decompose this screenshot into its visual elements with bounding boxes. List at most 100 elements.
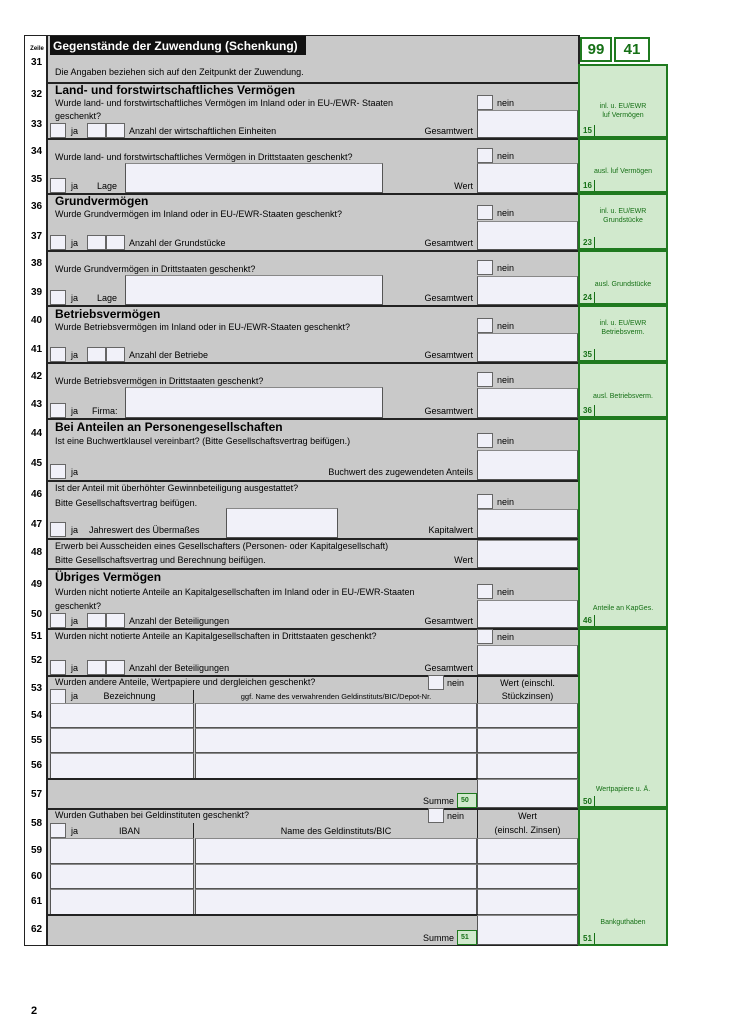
side-label: ausl. Grundstücke: [594, 281, 652, 288]
nein-checkbox[interactable]: [477, 95, 493, 110]
ja-checkbox[interactable]: [50, 235, 66, 250]
gesamtwert-input[interactable]: [477, 645, 578, 675]
ja-label: ja: [71, 663, 79, 673]
count-digit-field[interactable]: [87, 613, 106, 628]
nein-checkbox[interactable]: [477, 318, 493, 333]
gesamtwert-label: Gesamtwert: [424, 238, 473, 248]
gesamtwert-input[interactable]: [477, 221, 578, 250]
summe-label: Summe: [422, 796, 454, 806]
nein-checkbox[interactable]: [477, 433, 493, 448]
divider: [477, 808, 478, 838]
question: Wurden nicht notierte Anteile an Kapital…: [55, 631, 377, 641]
gesamtwert-input[interactable]: [477, 110, 578, 138]
wert-input[interactable]: [477, 753, 578, 779]
line-number: 38: [30, 258, 43, 269]
count-digit-field[interactable]: [106, 235, 125, 250]
line-number: 45: [30, 458, 43, 469]
wert-input[interactable]: [477, 889, 578, 915]
line-number: 40: [30, 315, 43, 326]
jahreswert-label: Jahreswert des Übermaßes: [89, 525, 200, 535]
bezeichnung-input[interactable]: [50, 753, 194, 779]
count-digit-field[interactable]: [87, 123, 106, 138]
nein-checkbox[interactable]: [477, 584, 493, 599]
nein-checkbox[interactable]: [477, 494, 493, 509]
count-digit-field[interactable]: [106, 347, 125, 362]
kapitalwert-input[interactable]: [477, 509, 578, 538]
line-number-column: [25, 36, 48, 945]
line-number: 58: [30, 818, 43, 829]
gesamtwert-label: Gesamtwert: [424, 350, 473, 360]
side-code: 35: [583, 349, 595, 360]
wert-input[interactable]: [477, 703, 578, 728]
iban-input[interactable]: [50, 838, 194, 864]
ja-checkbox[interactable]: [50, 178, 66, 193]
ja-checkbox[interactable]: [50, 403, 66, 418]
count-digit-field[interactable]: [87, 347, 106, 362]
wert-header: Wert: [518, 811, 537, 821]
nein-checkbox[interactable]: [477, 260, 493, 275]
firma-input[interactable]: [125, 387, 383, 418]
bezeichnung-input[interactable]: [50, 703, 194, 728]
wert-input[interactable]: [477, 838, 578, 864]
ja-checkbox[interactable]: [50, 464, 66, 479]
geldinstitut-input[interactable]: [195, 889, 477, 915]
gesamtwert-label: Gesamtwert: [424, 126, 473, 136]
nein-checkbox[interactable]: [428, 808, 444, 823]
ja-label: ja: [71, 350, 79, 360]
question: geschenkt?: [55, 111, 102, 121]
geldinstitut-input[interactable]: [195, 703, 477, 728]
ja-checkbox[interactable]: [50, 660, 66, 675]
count-digit-field[interactable]: [87, 235, 106, 250]
nein-checkbox[interactable]: [428, 675, 444, 690]
line-number: 61: [30, 896, 43, 907]
wert-input[interactable]: [477, 728, 578, 753]
nein-checkbox[interactable]: [477, 629, 493, 644]
geldinstitut-input[interactable]: [195, 838, 477, 864]
ja-checkbox[interactable]: [50, 823, 66, 838]
count-digit-field[interactable]: [87, 660, 106, 675]
wert-input[interactable]: [477, 163, 578, 193]
side-code: 16: [583, 180, 595, 191]
summe-input[interactable]: [477, 915, 578, 945]
geldinstitut-input[interactable]: [195, 753, 477, 779]
side-box-bankguthaben: Bankguthaben 51: [578, 808, 668, 946]
count-digit-field[interactable]: [106, 660, 125, 675]
gesamtwert-input[interactable]: [477, 276, 578, 305]
ja-checkbox[interactable]: [50, 290, 66, 305]
ja-label: ja: [71, 616, 79, 626]
line-number: 62: [30, 924, 43, 935]
ja-checkbox[interactable]: [50, 347, 66, 362]
note: Die Angaben beziehen sich auf den Zeitpu…: [55, 67, 304, 77]
iban-input[interactable]: [50, 889, 194, 915]
bezeichnung-input[interactable]: [50, 728, 194, 753]
count-digit-field[interactable]: [106, 123, 125, 138]
wert-input[interactable]: [477, 540, 578, 568]
ja-checkbox[interactable]: [50, 613, 66, 628]
buchwert-input[interactable]: [477, 450, 578, 480]
ja-checkbox[interactable]: [50, 522, 66, 537]
divider: [48, 778, 478, 780]
nein-checkbox[interactable]: [477, 148, 493, 163]
gesamtwert-input[interactable]: [477, 388, 578, 418]
iban-input[interactable]: [50, 864, 194, 889]
lage-input[interactable]: [125, 275, 383, 305]
nein-checkbox[interactable]: [477, 372, 493, 387]
nein-checkbox[interactable]: [477, 205, 493, 220]
summe-input[interactable]: [477, 779, 578, 808]
gesamtwert-input[interactable]: [477, 600, 578, 628]
wert-input[interactable]: [477, 864, 578, 889]
count-digit-field[interactable]: [106, 613, 125, 628]
gesamtwert-input[interactable]: [477, 333, 578, 362]
anzahl-label: Anzahl der wirtschaftlichen Einheiten: [129, 126, 277, 136]
geldinstitut-input[interactable]: [195, 728, 477, 753]
question: Wurde Betriebsvermögen im Inland oder in…: [55, 322, 350, 332]
lage-input[interactable]: [125, 163, 383, 193]
jahreswert-input[interactable]: [226, 508, 338, 538]
geldinstitut-input[interactable]: [195, 864, 477, 889]
nein-label: nein: [497, 632, 515, 642]
ja-checkbox[interactable]: [50, 689, 66, 704]
line-number: 47: [30, 519, 43, 530]
ja-checkbox[interactable]: [50, 123, 66, 138]
ja-label: ja: [71, 126, 79, 136]
gesamtwert-label: Gesamtwert: [424, 406, 473, 416]
